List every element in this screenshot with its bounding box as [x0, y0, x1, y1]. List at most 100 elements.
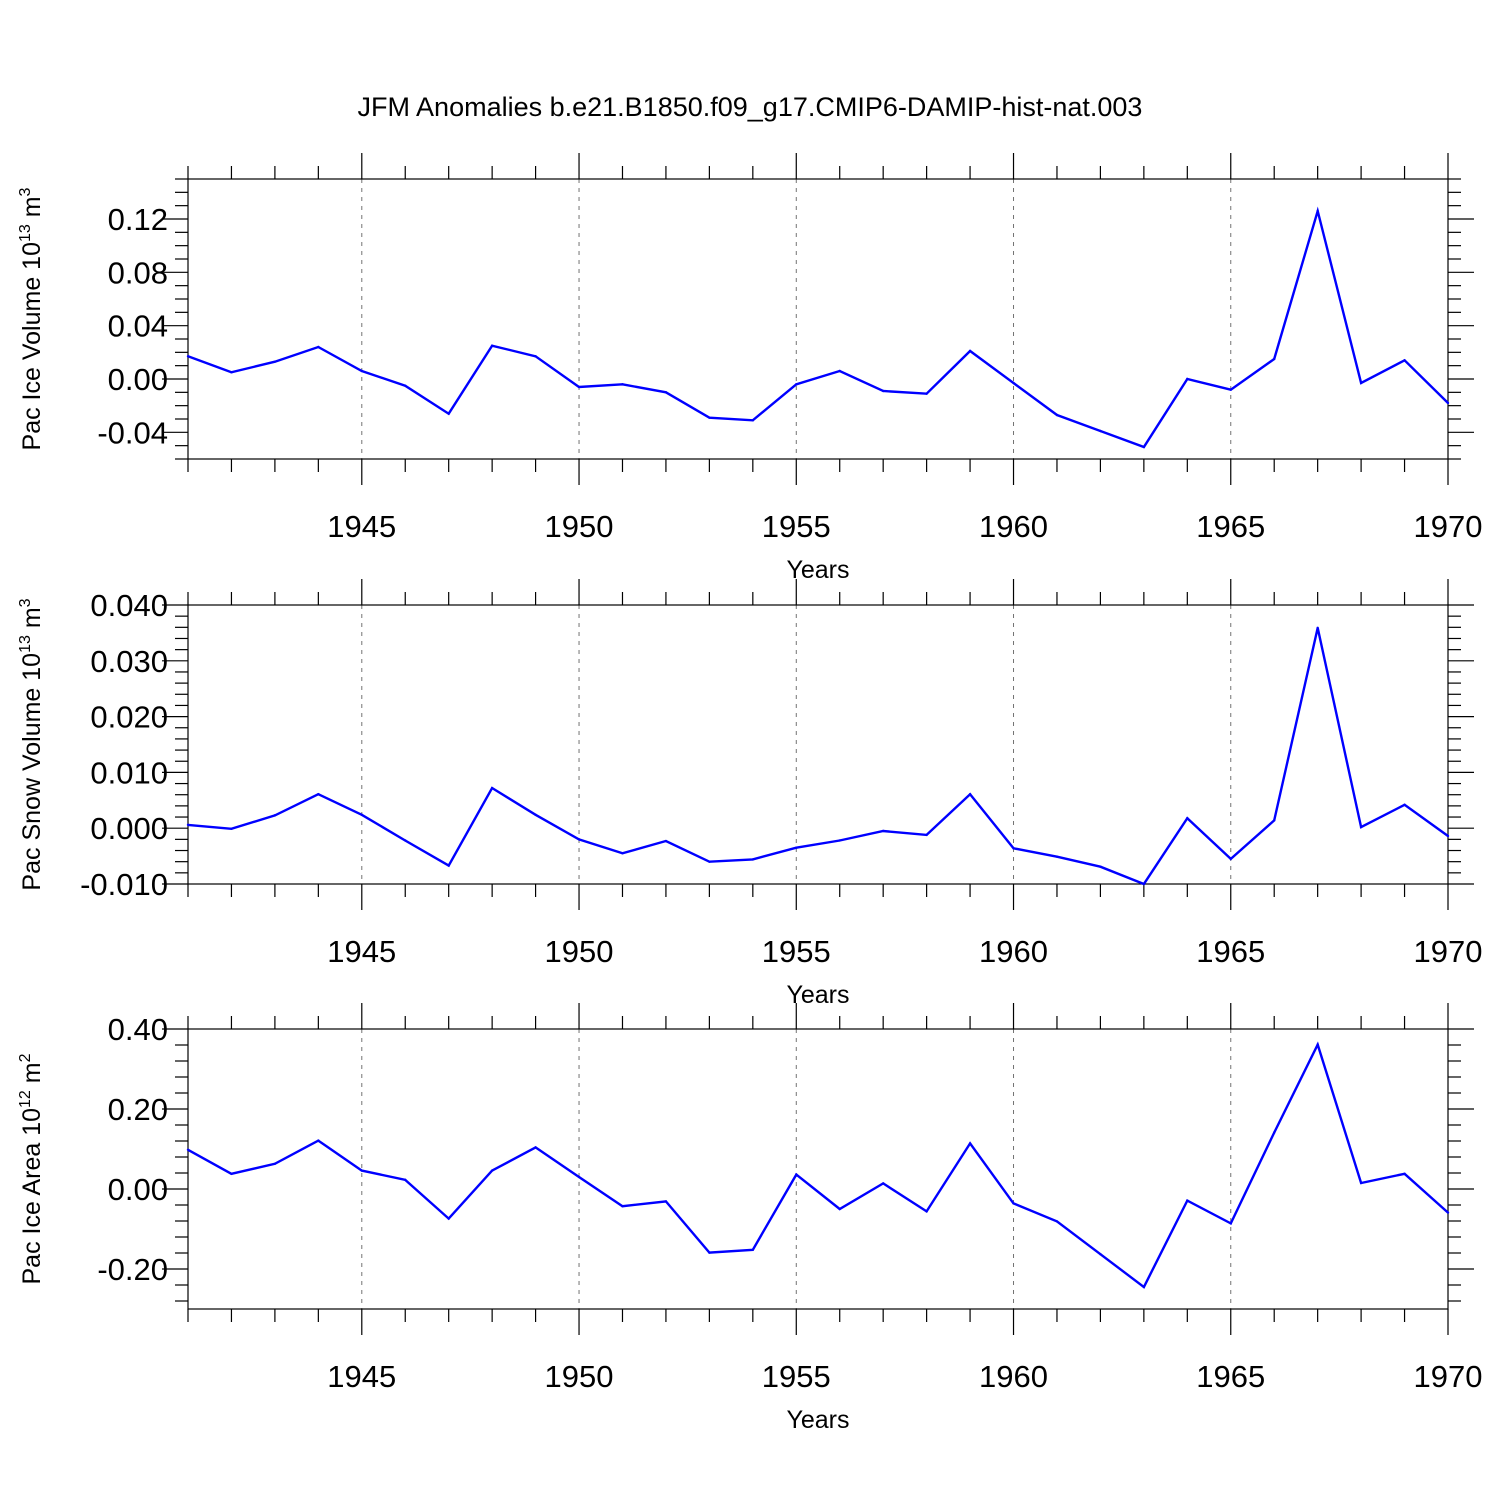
- data-point: [1446, 401, 1450, 405]
- y-axis-title: Pac Ice Area 1012 m2: [17, 1053, 46, 1284]
- data-point: [1359, 381, 1363, 385]
- data-point: [968, 792, 972, 796]
- data-point: [881, 389, 885, 393]
- data-point: [621, 383, 624, 386]
- data-point: [404, 384, 407, 387]
- data-point: [838, 839, 841, 842]
- data-point: [186, 355, 190, 358]
- x-tick-label: 1970: [1414, 1359, 1483, 1394]
- y-axis-title: Pac Snow Volume 1013 m3: [17, 598, 46, 890]
- data-point: [1186, 377, 1189, 381]
- x-tick-label: 1945: [327, 934, 396, 969]
- series-line: [187, 627, 1449, 886]
- data-point: [577, 838, 581, 841]
- data-point: [186, 1148, 190, 1152]
- data-point: [534, 813, 537, 817]
- data-point: [968, 1142, 972, 1145]
- x-axis-title: Years: [786, 1406, 849, 1434]
- data-point: [621, 852, 624, 855]
- data-point: [664, 1200, 668, 1203]
- data-point: [447, 412, 450, 415]
- data-point: [1186, 816, 1189, 820]
- x-tick-label: 1965: [1196, 934, 1265, 969]
- data-point: [317, 1139, 320, 1142]
- data-point: [230, 371, 233, 374]
- y-tick-label: -0.20: [97, 1252, 168, 1287]
- data-point: [360, 369, 363, 373]
- data-point: [186, 823, 190, 827]
- data-point: [838, 369, 841, 373]
- x-tick-label: 1960: [979, 934, 1048, 969]
- panel-2: 1945 1950 1955 1960 1965 1970 -0.010 0.000 0.010…: [17, 579, 1482, 1009]
- data-point: [881, 829, 885, 833]
- data-point: [490, 344, 494, 347]
- x-axis-title: Years: [786, 981, 849, 1009]
- data-point: [795, 1173, 798, 1176]
- data-point: [360, 813, 363, 817]
- data-point: [708, 416, 711, 419]
- data-point: [1142, 1285, 1146, 1289]
- x-tick-label: 1950: [545, 934, 614, 969]
- data-point: [795, 846, 798, 849]
- x-tick-label: 1965: [1196, 1359, 1265, 1394]
- data-point: [1099, 865, 1102, 868]
- data-point: [621, 1205, 624, 1208]
- x-tick-label: 1950: [545, 509, 614, 544]
- data-point: [1055, 1220, 1059, 1223]
- data-point: [1273, 357, 1276, 361]
- data-point: [273, 360, 277, 363]
- y-tick-label: 0.000: [90, 811, 168, 846]
- y-tick-label: 0.40: [108, 1012, 168, 1047]
- data-point: [490, 1169, 494, 1172]
- data-point: [1316, 209, 1319, 213]
- data-point: [317, 792, 320, 796]
- y-tick-label: 0.12: [108, 202, 168, 237]
- data-point: [881, 1182, 885, 1185]
- y-tick-label: 0.040: [90, 588, 168, 623]
- data-point: [1316, 626, 1319, 630]
- data-point: [1403, 1172, 1406, 1176]
- x-tick-label: 1960: [979, 509, 1048, 544]
- x-tick-label: 1945: [327, 1359, 396, 1394]
- data-point: [273, 1162, 277, 1166]
- data-point: [1273, 1131, 1276, 1134]
- data-point: [751, 419, 755, 422]
- data-point: [1403, 803, 1406, 806]
- x-tick-label: 1945: [327, 509, 396, 544]
- data-point: [1273, 819, 1276, 822]
- data-point: [708, 860, 711, 863]
- data-point: [317, 345, 320, 349]
- data-point: [1099, 429, 1102, 433]
- y-tick-label: -0.010: [80, 867, 168, 902]
- data-point: [404, 839, 407, 842]
- data-point: [534, 1146, 537, 1149]
- y-tick-label: 0.08: [108, 255, 168, 290]
- data-point: [795, 383, 798, 386]
- data-point: [664, 391, 668, 394]
- data-point: [1012, 847, 1015, 850]
- data-point: [1229, 857, 1232, 861]
- data-point: [1099, 1253, 1102, 1256]
- x-tick-label: 1970: [1414, 934, 1483, 969]
- data-point: [708, 1251, 711, 1254]
- data-point: [534, 355, 537, 358]
- data-point: [230, 827, 233, 830]
- data-point: [751, 858, 755, 861]
- data-point: [1359, 1181, 1363, 1185]
- data-point: [1186, 1199, 1189, 1202]
- plot-frame: [187, 1028, 1449, 1310]
- y-tick-label: 0.00: [108, 1172, 168, 1207]
- x-tick-label: 1955: [762, 509, 831, 544]
- data-point: [968, 349, 972, 353]
- data-point: [447, 864, 450, 867]
- y-tick-label: 0.00: [108, 362, 168, 397]
- data-point: [751, 1248, 755, 1252]
- data-point: [1142, 445, 1146, 449]
- data-point: [838, 1207, 841, 1211]
- data-point: [1055, 855, 1059, 858]
- series-line: [187, 206, 1449, 449]
- x-tick-label: 1955: [762, 1359, 831, 1394]
- x-tick-label: 1970: [1414, 509, 1483, 544]
- data-point: [577, 385, 581, 389]
